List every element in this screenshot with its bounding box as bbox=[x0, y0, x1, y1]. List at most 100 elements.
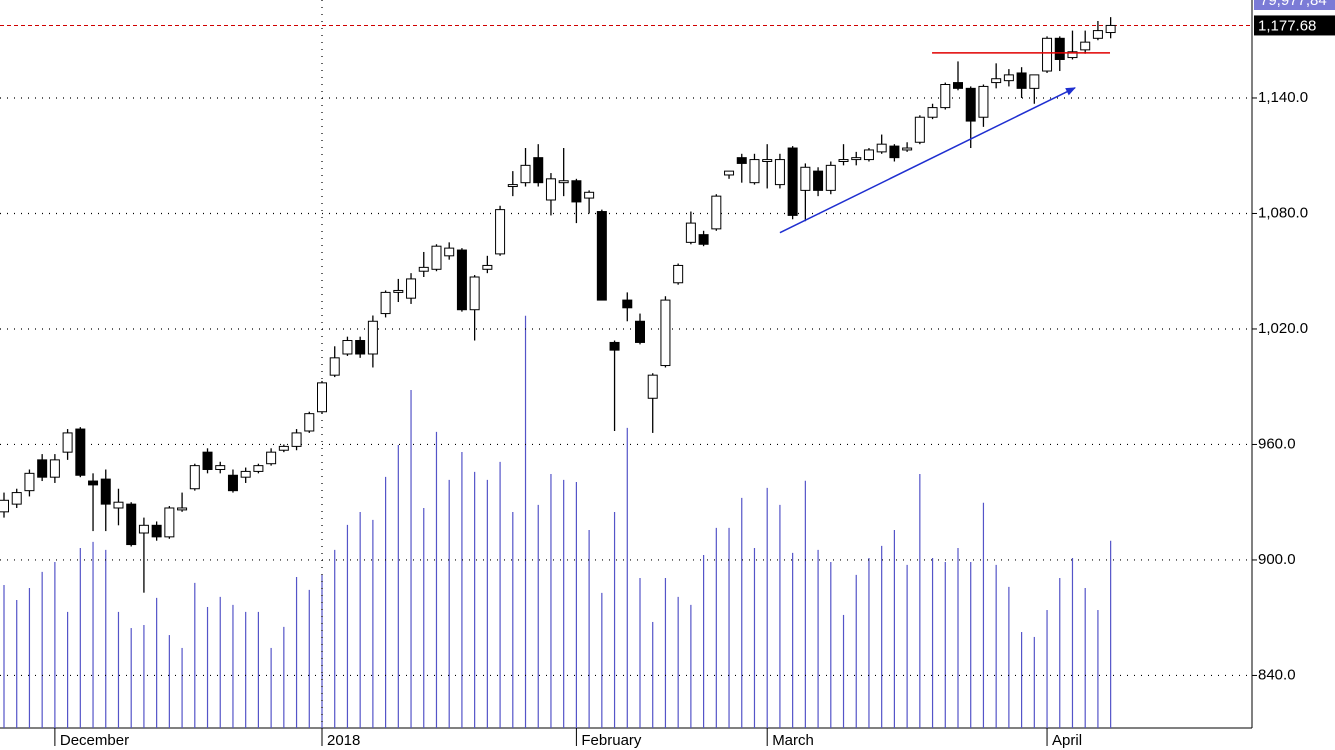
last-price-label: 1,177.68 bbox=[1258, 17, 1316, 34]
candle-body bbox=[49, 459, 60, 478]
candle-body bbox=[902, 147, 913, 151]
candle-body bbox=[0, 499, 9, 513]
candle-body bbox=[1029, 74, 1040, 89]
candle-body bbox=[533, 157, 544, 184]
candle-body bbox=[991, 78, 1002, 84]
candle-body bbox=[177, 507, 188, 511]
candle-body bbox=[11, 492, 22, 505]
candle-body bbox=[851, 157, 862, 161]
last-price-box bbox=[1254, 15, 1335, 36]
candle-body bbox=[329, 357, 340, 376]
candle-body bbox=[367, 320, 378, 355]
candle-body bbox=[138, 524, 149, 534]
candle-body bbox=[927, 107, 938, 118]
candle-body bbox=[189, 465, 200, 490]
candle-body bbox=[1067, 51, 1078, 59]
candle-body bbox=[1016, 72, 1027, 89]
candle-body bbox=[418, 266, 429, 272]
candle-body bbox=[317, 382, 327, 413]
candle-body bbox=[940, 84, 951, 109]
candle-body bbox=[545, 178, 556, 201]
candle-body bbox=[596, 211, 607, 301]
candle-body bbox=[622, 299, 633, 309]
y-tick-label: 1,020.0 bbox=[1258, 320, 1308, 337]
candle-body bbox=[304, 413, 315, 432]
candle-body bbox=[164, 507, 175, 538]
candle-body bbox=[1080, 41, 1091, 51]
candle-body bbox=[456, 249, 467, 311]
y-tick-label: 1,140.0 bbox=[1258, 89, 1308, 106]
candle-body bbox=[762, 159, 773, 162]
candle-body bbox=[736, 157, 747, 164]
candle-body bbox=[1105, 24, 1116, 34]
candle-body bbox=[787, 147, 798, 216]
candle-body bbox=[380, 291, 391, 315]
candle-body bbox=[406, 278, 417, 299]
candle-body bbox=[635, 320, 645, 343]
candle-body bbox=[660, 299, 671, 367]
candle-body bbox=[240, 470, 251, 478]
candle-body bbox=[520, 164, 531, 184]
x-tick-label: 2018 bbox=[327, 732, 360, 749]
candle-body bbox=[291, 432, 302, 447]
candle-body bbox=[813, 170, 824, 191]
candle-body bbox=[75, 428, 86, 476]
candle-body bbox=[342, 340, 353, 355]
candle-body bbox=[647, 374, 658, 399]
candle-body bbox=[673, 264, 684, 284]
candle-body bbox=[558, 180, 569, 184]
candle-body bbox=[800, 166, 811, 191]
candle-body bbox=[1042, 37, 1053, 72]
candle-body bbox=[685, 222, 696, 243]
candle-body bbox=[151, 524, 162, 538]
x-tick-label: April bbox=[1052, 732, 1082, 749]
candle-body bbox=[355, 340, 366, 355]
y-tick-label: 840.0 bbox=[1258, 666, 1296, 683]
candle-body bbox=[227, 474, 238, 492]
candle-body bbox=[889, 145, 900, 159]
candle-body bbox=[978, 85, 989, 118]
y-tick-label: 960.0 bbox=[1258, 435, 1296, 452]
candle-body bbox=[431, 245, 442, 270]
x-tick-label: March bbox=[772, 732, 814, 749]
candle-body bbox=[100, 478, 111, 505]
candle-body bbox=[253, 465, 264, 472]
candle-body bbox=[774, 159, 785, 186]
candle-body bbox=[1003, 74, 1014, 82]
y-tick-label: 900.0 bbox=[1258, 551, 1296, 568]
candle-body bbox=[953, 82, 963, 89]
candle-body bbox=[838, 159, 849, 162]
candle-body bbox=[965, 87, 976, 122]
candle-body bbox=[62, 432, 73, 453]
candle-body bbox=[863, 149, 874, 161]
x-tick-label: February bbox=[581, 732, 642, 749]
candle-body bbox=[711, 195, 722, 230]
volume-label-box bbox=[1254, 0, 1335, 10]
candle-body bbox=[126, 503, 137, 546]
candle-body bbox=[113, 501, 124, 509]
candle-body bbox=[825, 164, 836, 191]
candle-body bbox=[278, 445, 289, 451]
candle-body bbox=[749, 159, 760, 184]
y-tick-label: 1,080.0 bbox=[1258, 204, 1308, 221]
candle-body bbox=[571, 180, 582, 203]
candle-body bbox=[469, 276, 480, 311]
candle-body bbox=[444, 247, 455, 257]
candle-body bbox=[609, 341, 620, 351]
x-tick-label: December bbox=[60, 732, 129, 749]
trend-arrow bbox=[779, 87, 1076, 234]
candle-body bbox=[495, 209, 506, 255]
candle-body bbox=[266, 451, 277, 465]
volume-label: 79,977,84 bbox=[1260, 0, 1327, 9]
candle-body bbox=[698, 234, 709, 245]
candle-body bbox=[88, 480, 99, 486]
candle-body bbox=[482, 264, 493, 270]
candle-body bbox=[215, 465, 226, 470]
candle-body bbox=[37, 459, 48, 478]
candle-body bbox=[202, 451, 213, 470]
candle-body bbox=[876, 143, 887, 153]
candle-body bbox=[1054, 37, 1065, 60]
candle-body bbox=[724, 170, 735, 176]
candle-body bbox=[24, 472, 35, 492]
